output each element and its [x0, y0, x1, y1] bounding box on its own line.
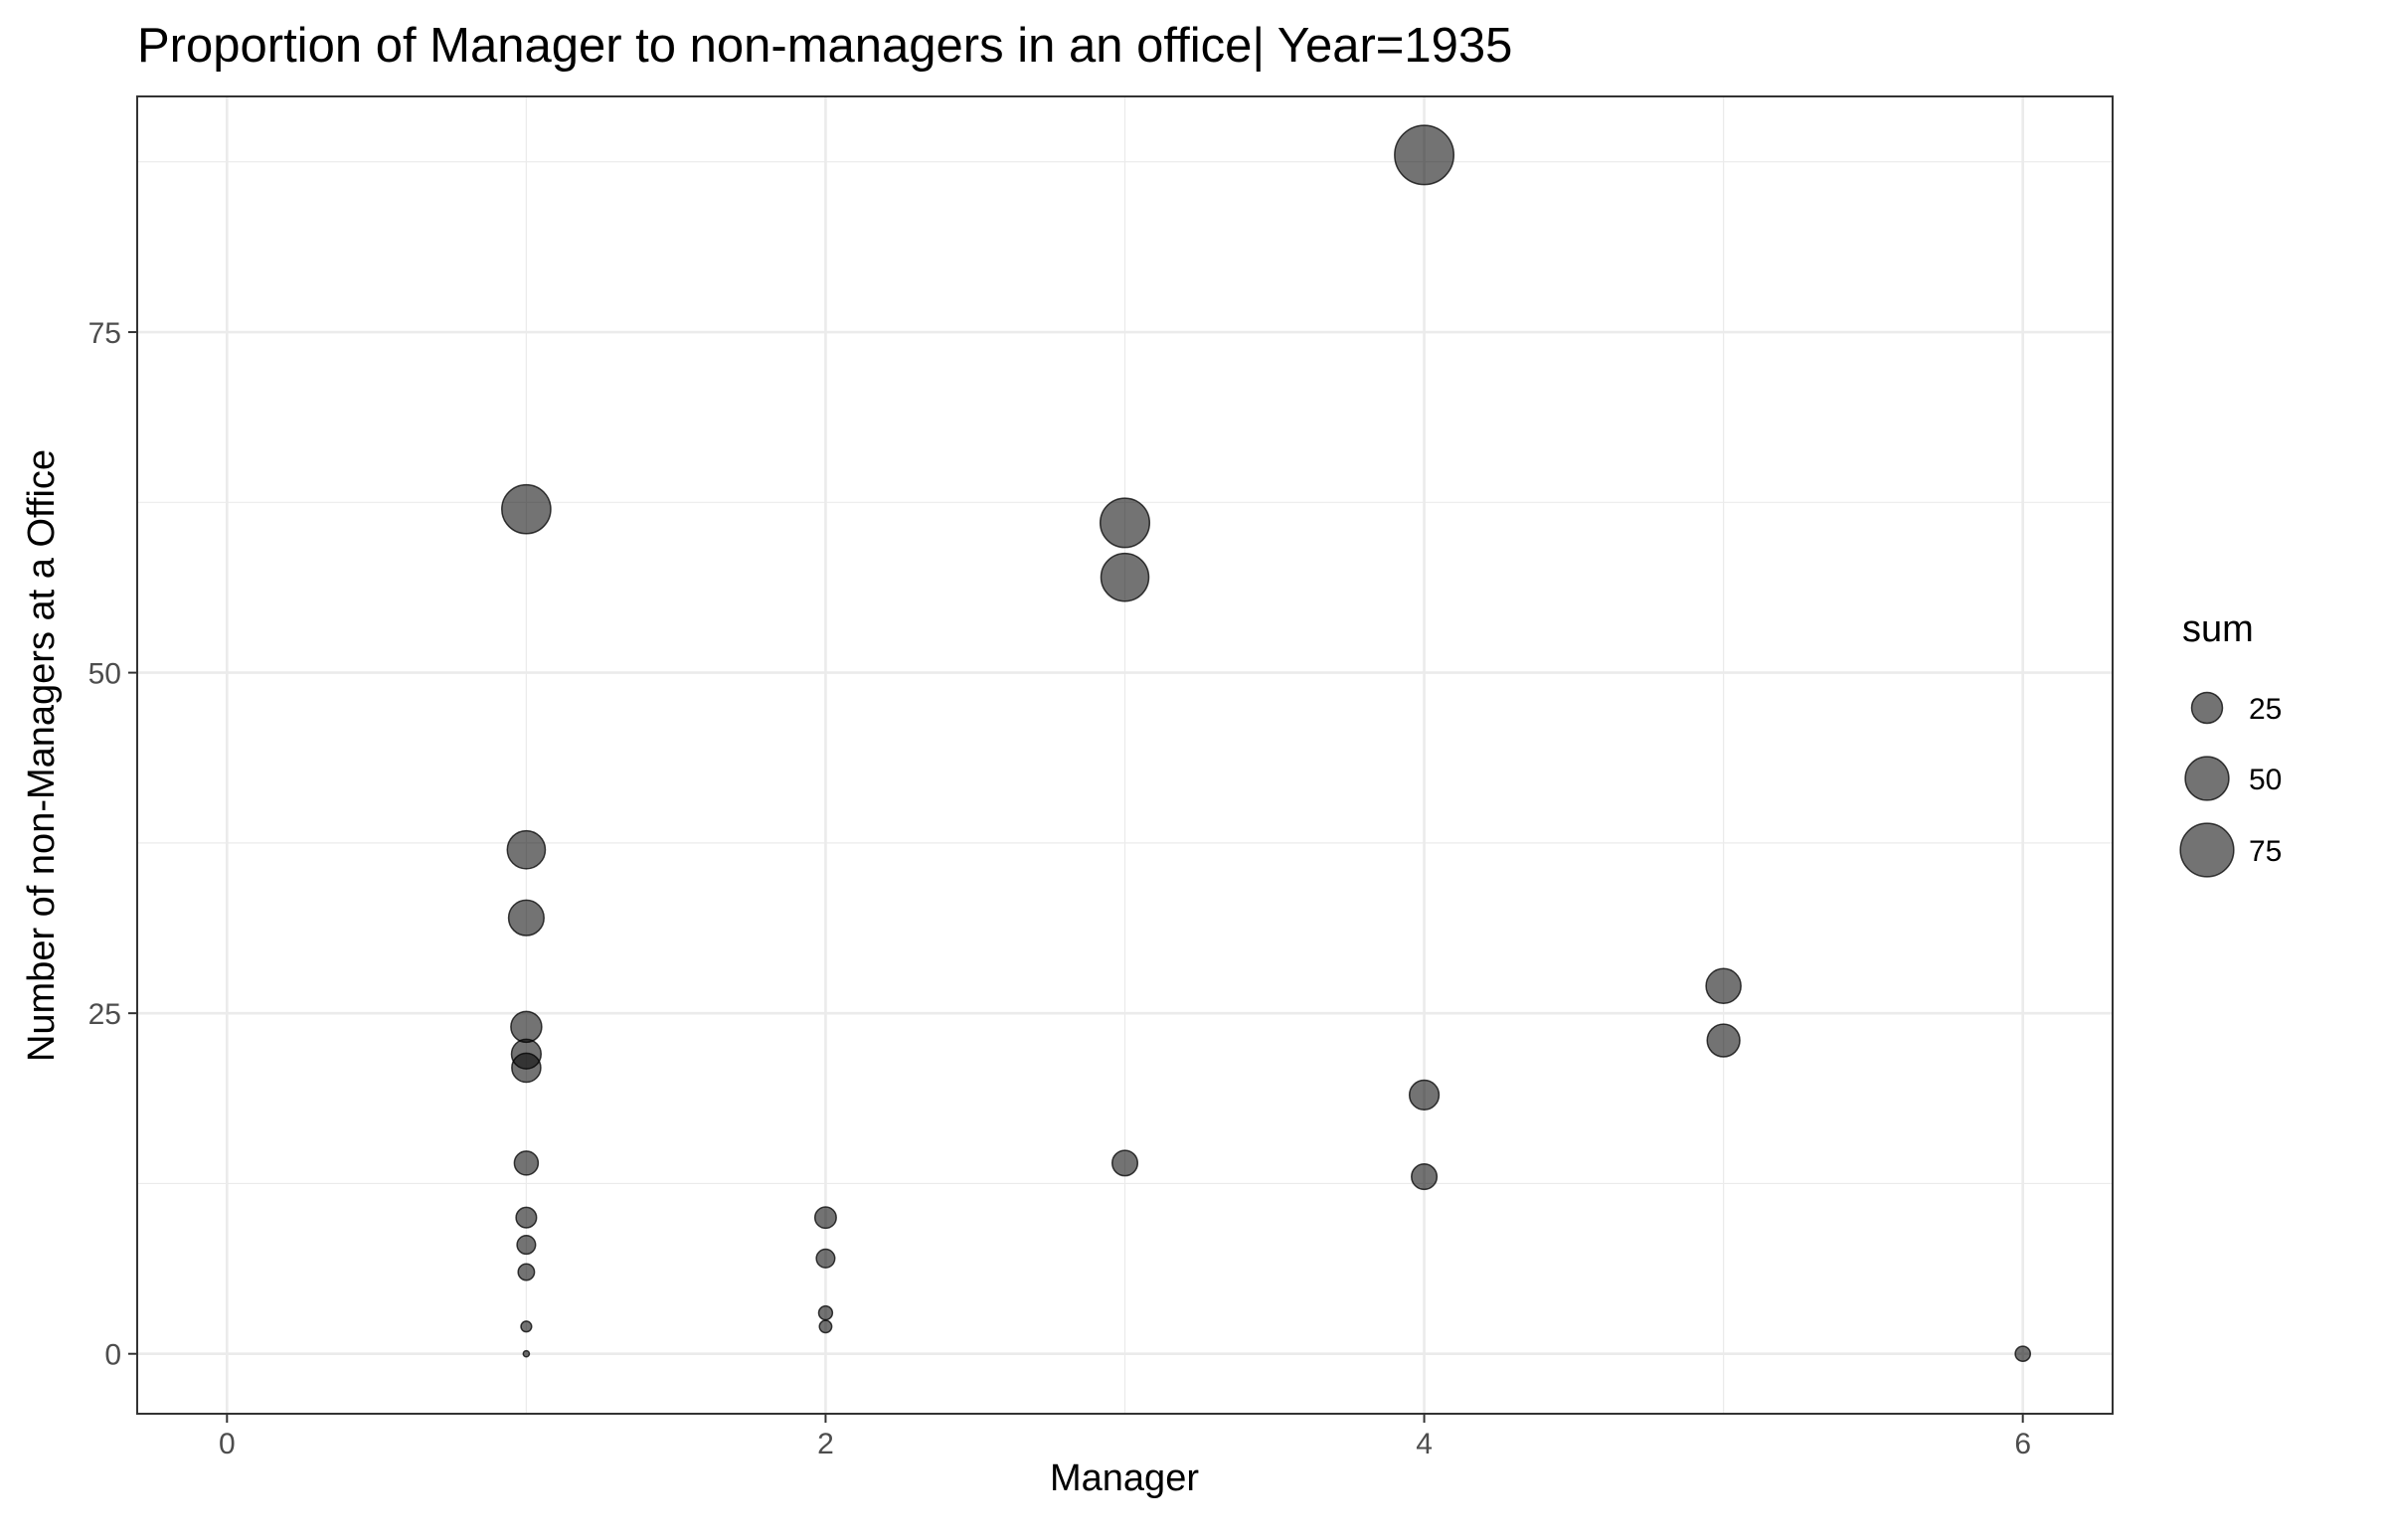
data-point: [1705, 967, 1742, 1005]
legend-key-circle: [2184, 756, 2230, 801]
size-legend: sum 25 50 75: [2179, 608, 2282, 878]
plot-panel: [136, 95, 2114, 1415]
data-point: [2014, 1345, 2032, 1363]
x-axis: 0 2 4 6: [219, 1414, 2031, 1460]
legend-key-circle: [2190, 691, 2224, 725]
chart-title: Proportion of Manager to non-managers in…: [137, 19, 1512, 73]
data-points: [501, 124, 2032, 1363]
y-tick-label: 0: [104, 1339, 121, 1372]
data-point: [1100, 552, 1150, 602]
data-point: [1394, 124, 1455, 186]
y-axis-title: Number of non-Managers at a Office: [21, 449, 63, 1062]
data-point: [813, 1206, 837, 1230]
x-tick-label: 2: [817, 1428, 834, 1460]
data-point: [817, 1304, 834, 1321]
data-point: [520, 1320, 533, 1333]
y-tick-label: 50: [88, 658, 121, 691]
data-point: [1110, 1149, 1139, 1177]
legend-entries: 25 50 75: [2179, 691, 2282, 878]
grid-lines: [137, 96, 2113, 1414]
data-point: [815, 1248, 836, 1269]
legend-label: 75: [2249, 835, 2282, 868]
legend-key-circle: [2179, 822, 2235, 878]
data-point: [1408, 1079, 1441, 1111]
data-point: [515, 1206, 538, 1229]
y-tick-label: 25: [88, 998, 121, 1031]
legend-label: 25: [2249, 693, 2282, 726]
x-axis-title: Manager: [1050, 1457, 1199, 1499]
x-tick-label: 6: [2014, 1428, 2031, 1460]
data-point: [818, 1319, 833, 1334]
data-point: [513, 1150, 540, 1176]
data-point: [1706, 1023, 1741, 1058]
data-point: [506, 829, 547, 870]
data-point: [1411, 1163, 1439, 1191]
data-point: [507, 899, 545, 937]
x-tick-label: 4: [1416, 1428, 1433, 1460]
legend-title: sum: [2182, 608, 2254, 650]
legend-label: 50: [2249, 764, 2282, 796]
y-tick-label: 75: [88, 317, 121, 350]
data-point: [516, 1235, 537, 1256]
data-point: [522, 1349, 531, 1358]
plot-border: [136, 95, 2114, 1415]
y-axis: 0 25 50 75: [88, 317, 137, 1372]
data-point: [501, 483, 552, 535]
x-tick-label: 0: [219, 1428, 236, 1460]
data-point: [511, 1052, 542, 1084]
data-point: [1099, 497, 1151, 549]
data-point: [517, 1263, 536, 1282]
data-point: [510, 1010, 543, 1044]
